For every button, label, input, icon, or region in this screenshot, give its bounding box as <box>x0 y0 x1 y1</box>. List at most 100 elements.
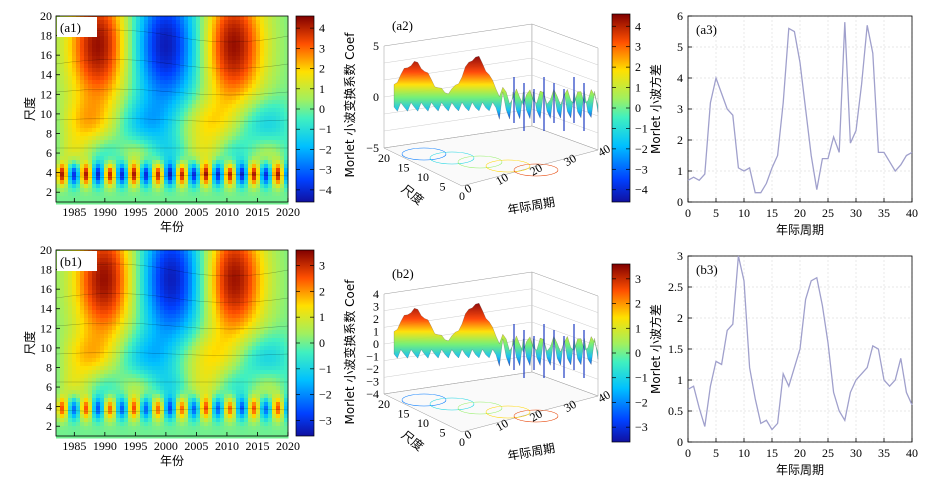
z-tick-label: 5 <box>373 39 379 53</box>
x-tick-label: 0 <box>685 206 691 220</box>
x-tick-label: 1995 <box>123 439 147 453</box>
x-tick-label: 40 <box>906 206 918 220</box>
colorbar-tick-label: 3 <box>635 40 641 54</box>
y-tick-label: 2 <box>677 133 683 147</box>
colorbar-a2: −4 −3 −2 −1 0 1 2 3 4 <box>611 13 648 203</box>
y-tick-label: 2 <box>46 419 52 433</box>
panel-label: (b1) <box>60 254 82 269</box>
y-tick-label: 3 <box>677 102 683 116</box>
x-tick-label: 35 <box>878 206 890 220</box>
z-tick-label: −1 <box>366 350 379 364</box>
panel-label: (b3) <box>696 262 718 277</box>
y-axis-label: 尺度 <box>22 97 37 121</box>
colorbar-a1: −4 −3 −2 −1 0 1 2 3 4 <box>295 15 332 203</box>
panel-label-box <box>57 17 97 37</box>
colorbar-tick-label: 2 <box>319 62 325 76</box>
colorbar-tick-label: 0 <box>319 102 325 116</box>
colorbar-tick-label: 4 <box>635 19 641 33</box>
scale-tick-label: 15 <box>398 407 410 421</box>
y-tick-label: 2.5 <box>668 280 683 294</box>
y-tick-label: 3 <box>677 249 683 263</box>
x-tick-label: 2005 <box>184 439 208 453</box>
y-tick-label: 4 <box>46 166 52 180</box>
z-tick-label: 0 <box>373 337 379 351</box>
period-axis-label: 年际周期 <box>506 441 556 463</box>
colorbar-tick-label: 3 <box>319 259 325 273</box>
colorbar-tick-label: −3 <box>319 414 332 428</box>
x-tick-label: 5 <box>713 446 719 460</box>
y-tick-label: 8 <box>46 360 52 374</box>
x-tick-label: 15 <box>766 446 778 460</box>
line-chart-a3: 0 5 10 15 20 25 30 35 40 0 1 2 3 4 5 6 年际周期 Morlet 小波方差 (a… <box>648 9 918 237</box>
x-tick-label: 2000 <box>154 205 178 219</box>
x-axis-label: 年际周期 <box>776 223 824 237</box>
scale-tick-label: 0 <box>459 435 465 449</box>
x-tick-label: 15 <box>766 206 778 220</box>
y-tick-label: 10 <box>40 107 52 121</box>
x-tick-label: 5 <box>713 206 719 220</box>
x-tick-label: 20 <box>794 446 806 460</box>
x-tick-label: 1985 <box>62 205 86 219</box>
colorbar-tick-label: 2 <box>635 297 641 311</box>
scale-tick-label: 20 <box>378 397 390 411</box>
colorbar-tick-label: 2 <box>635 60 641 74</box>
y-tick-label: 1.5 <box>668 342 683 356</box>
colorbar-tick-label: −1 <box>635 371 648 385</box>
colorbar-tick-label: −2 <box>635 395 648 409</box>
colorbar-tick-label: −3 <box>319 163 332 177</box>
x-tick-label: 1985 <box>62 439 86 453</box>
x-tick-label: 2015 <box>245 205 269 219</box>
x-tick-label: 2010 <box>215 439 239 453</box>
colorbar-tick-label: −1 <box>635 121 648 135</box>
scale-tick-label: 15 <box>398 161 410 175</box>
colorbar-tick-label: 1 <box>635 81 641 95</box>
x-tick-label: 20 <box>794 206 806 220</box>
x-tick-label: 0 <box>685 446 691 460</box>
panel-label: (b2) <box>392 266 414 281</box>
y-tick-label: 1 <box>677 164 683 178</box>
z-tick-label: 4 <box>373 287 379 301</box>
colorbar-tick-label: 3 <box>635 272 641 286</box>
x-tick-label: 2020 <box>276 439 300 453</box>
y-tick-label: 14 <box>40 302 52 316</box>
y-tick-label: 0 <box>677 435 683 449</box>
line-chart-b3: 0 5 10 15 20 25 30 35 40 0 0.5 1 1.5 2 2.5 3 年际周期 Morlet … <box>648 249 918 477</box>
x-tick-label: 1990 <box>93 439 117 453</box>
colorbar-tick-label: −3 <box>635 162 648 176</box>
scale-tick-label: 0 <box>459 189 465 203</box>
z-tick-label: −5 <box>366 141 379 155</box>
x-tick-label: 10 <box>738 446 750 460</box>
colorbar-tick-label: −2 <box>319 388 332 402</box>
y-tick-label: 6 <box>46 146 52 160</box>
y-tick-label: 20 <box>40 243 52 257</box>
x-tick-label: 30 <box>850 206 862 220</box>
z-tick-label: −2 <box>366 362 379 376</box>
y-tick-label: 20 <box>40 9 52 23</box>
y-tick-label: 1 <box>677 373 683 387</box>
y-tick-label: 16 <box>40 282 52 296</box>
x-tick-label: 10 <box>738 206 750 220</box>
variance-line <box>687 255 913 431</box>
variance-line <box>687 22 913 194</box>
y-tick-label: 14 <box>40 68 52 82</box>
colorbar-tick-label: 0 <box>319 336 325 350</box>
y-tick-label: 4 <box>46 400 52 414</box>
z-tick-label: 1 <box>373 325 379 339</box>
plot-frame <box>55 15 289 203</box>
x-tick-label: 2020 <box>276 205 300 219</box>
panel-label: (a1) <box>60 20 81 35</box>
z-tick-label: 2 <box>373 312 379 326</box>
period-axis-label: 年际周期 <box>506 195 556 217</box>
scale-tick-label: 20 <box>378 151 390 165</box>
y-tick-label: 6 <box>677 9 683 23</box>
y-tick-label: 2 <box>46 185 52 199</box>
x-tick-label: 40 <box>906 446 918 460</box>
colorbar-tick-label: 1 <box>635 321 641 335</box>
y-tick-label: 0 <box>677 195 683 209</box>
x-axis-label: 年际周期 <box>776 463 824 477</box>
x-tick-label: 1995 <box>123 205 147 219</box>
